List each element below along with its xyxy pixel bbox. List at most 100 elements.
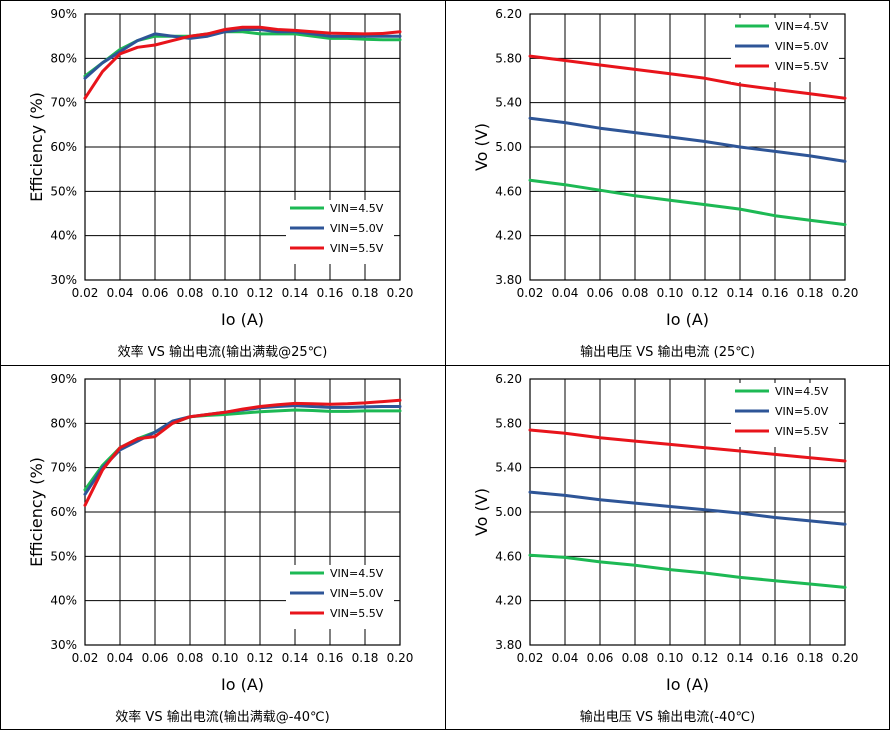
legend-background [731, 18, 839, 82]
y-tick-label: 6.20 [495, 372, 522, 386]
x-tick-label: 0.02 [517, 286, 544, 300]
series-line [528, 553, 847, 589]
x-tick-label: 0.12 [247, 651, 274, 665]
x-axis-label: Io (A) [221, 675, 264, 694]
x-tick-label: 0.16 [317, 286, 344, 300]
chart-voltage-minus40c: 0.02 0.04 0.06 0.08 0.10 0.12 0.14 0.16 0.18 0.20… [472, 372, 859, 694]
x-tick-label: 0.20 [832, 651, 859, 665]
x-tick-label: 0.12 [692, 286, 719, 300]
series-line [83, 28, 402, 80]
panel-efficiency-minus40c: 0.02 0.04 0.06 0.08 0.10 0.12 0.14 0.16 0.18 0.20… [0, 365, 445, 730]
legend-background [731, 383, 839, 447]
y-tick-label: 4.60 [495, 184, 522, 198]
y-tick-label: 5.80 [495, 416, 522, 430]
x-tick-label: 0.06 [587, 651, 614, 665]
series-line [83, 398, 402, 507]
legend-label: VIN=5.0V [775, 40, 829, 53]
x-tick-label: 0.10 [212, 651, 239, 665]
chart-efficiency-25c: 0.02 0.04 0.06 0.08 0.10 0.12 0.14 0.16 0.18 0.20… [27, 7, 414, 329]
chart-caption: 输出电压 VS 输出电流(-40℃) [579, 710, 756, 725]
x-tick-label: 0.16 [762, 651, 789, 665]
x-tick-label: 0.02 [72, 286, 99, 300]
x-tick-label: 0.08 [622, 651, 649, 665]
y-tick-label: 5.40 [495, 461, 522, 475]
y-tick-label: 5.00 [495, 505, 522, 519]
y-tick-label: 30% [50, 273, 77, 287]
panel-voltage-minus40c: 0.02 0.04 0.06 0.08 0.10 0.12 0.14 0.16 0.18 0.20… [445, 365, 890, 730]
y-tick-label: 5.80 [495, 51, 522, 65]
x-tick-label: 0.14 [727, 651, 754, 665]
y-tick-label: 70% [50, 96, 77, 110]
series-line [528, 54, 847, 100]
y-tick-label: 70% [50, 461, 77, 475]
plot-area-border [84, 378, 401, 646]
legend-background [286, 565, 394, 629]
x-tick-label: 0.14 [727, 286, 754, 300]
x-tick-label: 0.04 [107, 286, 134, 300]
x-tick-label: 0.06 [142, 286, 169, 300]
legend-label: VIN=4.5V [330, 567, 384, 580]
y-axis-label: Efficiency (%) [27, 92, 46, 202]
y-tick-label: 40% [50, 594, 77, 608]
x-tick-label: 0.02 [517, 651, 544, 665]
series-line [83, 408, 402, 492]
x-tick-label: 0.06 [587, 286, 614, 300]
series-line [528, 490, 847, 526]
y-tick-label: 3.80 [495, 273, 522, 287]
x-tick-label: 0.12 [247, 286, 274, 300]
x-tick-label: 0.06 [142, 651, 169, 665]
y-tick-label: 90% [50, 372, 77, 386]
x-tick-label: 0.08 [177, 286, 204, 300]
x-tick-label: 0.20 [387, 651, 414, 665]
y-axis-label: Vo (V) [472, 123, 491, 171]
legend-label: VIN=4.5V [775, 20, 829, 33]
x-tick-label: 0.04 [552, 651, 579, 665]
x-axis-label: Io (A) [666, 675, 709, 694]
x-axis-label: Io (A) [221, 310, 264, 329]
x-tick-label: 0.12 [692, 651, 719, 665]
x-tick-label: 0.20 [387, 286, 414, 300]
y-tick-label: 30% [50, 638, 77, 652]
x-tick-label: 0.08 [177, 651, 204, 665]
x-tick-label: 0.10 [657, 286, 684, 300]
series-line [528, 116, 847, 163]
legend-background [286, 200, 394, 264]
frame-middle-horizontal [0, 365, 890, 366]
legend-label: VIN=5.0V [330, 587, 384, 600]
x-tick-label: 0.14 [282, 286, 309, 300]
chart-voltage-25c: 0.02 0.04 0.06 0.08 0.10 0.12 0.14 0.16 0.18 0.20… [472, 7, 858, 329]
legend-label: VIN=5.5V [775, 60, 829, 73]
chart-efficiency-minus40c: 0.02 0.04 0.06 0.08 0.10 0.12 0.14 0.16 0.18 0.20… [27, 372, 414, 694]
panel-voltage-25c: 0.02 0.04 0.06 0.08 0.10 0.12 0.14 0.16 0.18 0.20… [445, 0, 890, 365]
panel-efficiency-25c: 0.02 0.04 0.06 0.08 0.10 0.12 0.14 0.16 0.18 0.20… [0, 0, 445, 365]
x-tick-label: 0.14 [282, 651, 309, 665]
y-tick-label: 80% [50, 51, 77, 65]
plot-area-border [529, 378, 846, 646]
y-tick-label: 50% [50, 549, 77, 563]
x-tick-label: 0.18 [352, 651, 379, 665]
x-tick-label: 0.08 [622, 286, 649, 300]
legend-label: VIN=4.5V [330, 202, 384, 215]
x-tick-label: 0.18 [797, 286, 824, 300]
legend-label: VIN=5.0V [775, 405, 829, 418]
legend-label: VIN=5.5V [775, 425, 829, 438]
legend-label: VIN=5.0V [330, 222, 384, 235]
x-axis-label: Io (A) [666, 310, 709, 329]
y-tick-label: 4.20 [495, 229, 522, 243]
y-axis-label: Vo (V) [472, 488, 491, 536]
y-tick-label: 3.80 [495, 638, 522, 652]
y-tick-label: 60% [50, 505, 77, 519]
chart-caption: 效率 VS 输出电流(输出满载@25℃) [117, 345, 328, 360]
x-tick-label: 0.04 [552, 286, 579, 300]
y-axis-label: Efficiency (%) [27, 457, 46, 567]
y-tick-label: 6.20 [495, 7, 522, 21]
y-tick-label: 50% [50, 184, 77, 198]
plot-area-border [529, 13, 846, 281]
x-tick-label: 0.16 [317, 651, 344, 665]
x-tick-label: 0.10 [657, 651, 684, 665]
x-tick-label: 0.18 [352, 286, 379, 300]
x-tick-label: 0.16 [762, 286, 789, 300]
x-tick-label: 0.18 [797, 651, 824, 665]
y-tick-label: 5.40 [495, 96, 522, 110]
